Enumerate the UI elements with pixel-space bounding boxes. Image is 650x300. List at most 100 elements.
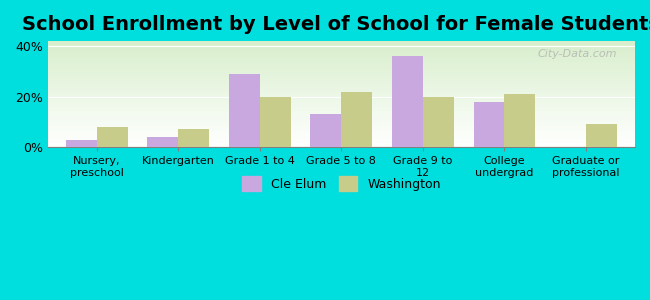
Bar [47,117,635,119]
Bar [473,102,504,147]
Bar [47,41,635,42]
Bar [392,56,423,147]
Bar [66,140,97,147]
Bar [47,132,635,133]
Bar [47,94,635,95]
Bar [341,92,372,147]
Bar [47,115,635,116]
Bar [47,146,635,147]
Bar [47,143,635,144]
Bar [47,75,635,76]
Bar [47,54,635,55]
Bar [47,131,635,132]
Bar [47,80,635,81]
Bar [47,99,635,101]
Bar [47,98,635,99]
Bar [47,87,635,88]
Bar [47,92,635,93]
Bar [47,101,635,103]
Bar [47,83,635,85]
Bar [47,58,635,59]
Bar [47,111,635,112]
Bar [47,134,635,136]
Bar [47,79,635,80]
Bar [47,50,635,51]
Bar [47,69,635,70]
Bar [47,96,635,97]
Bar [47,107,635,108]
Bar [47,127,635,128]
Bar [47,130,635,131]
Bar [148,137,178,147]
Bar [47,90,635,91]
Bar [47,82,635,83]
Bar [47,128,635,129]
Bar [423,97,454,147]
Bar [47,91,635,92]
Bar [47,125,635,126]
Bar [47,103,635,104]
Bar [47,114,635,115]
Bar [47,138,635,139]
Bar [47,60,635,61]
Bar [47,56,635,57]
Bar [504,94,536,147]
Text: City-Data.com: City-Data.com [538,49,617,58]
Bar [47,52,635,53]
Bar [310,114,341,147]
Bar [47,65,635,67]
Bar [47,43,635,44]
Bar [47,42,635,43]
Bar [47,74,635,75]
Bar [47,81,635,83]
Bar [47,59,635,60]
Bar [47,118,635,120]
Bar [47,120,635,121]
Bar [47,133,635,134]
Bar [47,141,635,142]
Bar [47,136,635,138]
Bar [47,67,635,68]
Bar [47,64,635,65]
Bar [260,97,291,147]
Bar [47,139,635,140]
Bar [47,126,635,127]
Bar [47,85,635,87]
Bar [178,130,209,147]
Bar [47,55,635,56]
Bar [47,73,635,74]
Bar [47,123,635,124]
Bar [47,51,635,52]
Bar [47,109,635,110]
Bar [47,57,635,58]
Bar [586,124,617,147]
Bar [47,53,635,54]
Bar [47,85,635,86]
Bar [47,89,635,90]
Bar [47,104,635,105]
Bar [47,142,635,143]
Bar [47,47,635,49]
Bar [97,127,127,147]
Bar [47,124,635,125]
Bar [47,93,635,94]
Bar [47,110,635,111]
Bar [47,88,635,89]
Title: School Enrollment by Level of School for Female Students: School Enrollment by Level of School for… [23,15,650,34]
Bar [47,78,635,79]
Bar [47,70,635,71]
Bar [47,63,635,64]
Bar [47,140,635,141]
Bar [47,62,635,63]
Bar [47,108,635,109]
Bar [47,113,635,114]
Bar [47,61,635,62]
Bar [47,76,635,77]
Bar [47,144,635,145]
Legend: Cle Elum, Washington: Cle Elum, Washington [237,171,446,196]
Bar [47,45,635,46]
Bar [47,106,635,107]
Bar [47,95,635,96]
Bar [47,105,635,106]
Bar [47,129,635,130]
